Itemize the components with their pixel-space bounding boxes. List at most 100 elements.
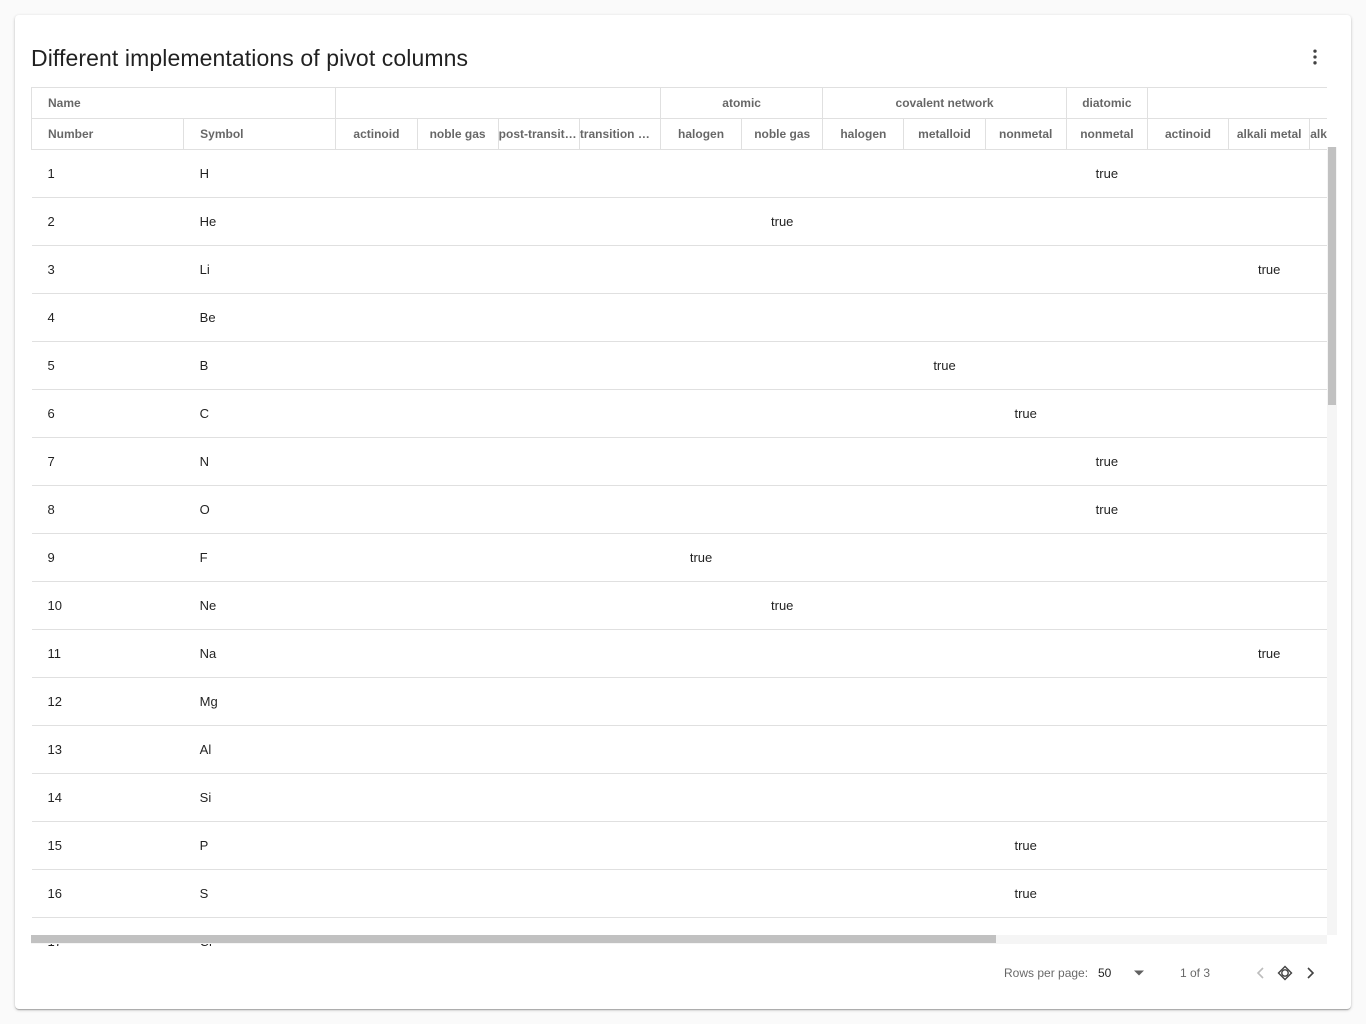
cell-c9[interactable]: true bbox=[985, 869, 1067, 918]
column-header-symbol[interactable]: Symbol bbox=[183, 118, 337, 150]
cell-c13[interactable] bbox=[1309, 581, 1327, 630]
cell-c8[interactable] bbox=[903, 869, 986, 918]
cell-c9[interactable] bbox=[985, 533, 1067, 582]
cell-c2[interactable] bbox=[417, 677, 499, 726]
cell-c11[interactable] bbox=[1147, 629, 1229, 678]
cell-c9[interactable] bbox=[985, 581, 1067, 630]
cell-c3[interactable] bbox=[498, 197, 580, 246]
cell-c8[interactable] bbox=[903, 437, 986, 486]
cell-c10[interactable] bbox=[1066, 869, 1148, 918]
cell-c9[interactable]: true bbox=[985, 389, 1067, 438]
cell-c13[interactable] bbox=[1309, 629, 1327, 678]
cell-c4[interactable] bbox=[579, 197, 661, 246]
cell-c2[interactable] bbox=[417, 869, 499, 918]
cell-symbol[interactable]: Ne bbox=[183, 581, 336, 630]
cell-c5[interactable] bbox=[660, 389, 742, 438]
cell-c5[interactable] bbox=[660, 245, 742, 294]
cell-c7[interactable] bbox=[822, 533, 904, 582]
cell-c5[interactable] bbox=[660, 821, 742, 870]
cell-c10[interactable] bbox=[1066, 197, 1148, 246]
cell-c13[interactable] bbox=[1309, 725, 1327, 774]
table-row[interactable]: 14 Si bbox=[31, 773, 1327, 822]
cell-c12[interactable] bbox=[1228, 341, 1310, 390]
cell-c5[interactable] bbox=[660, 773, 742, 822]
cell-c7[interactable] bbox=[822, 197, 904, 246]
cell-c8[interactable] bbox=[903, 245, 986, 294]
cell-c6[interactable] bbox=[741, 293, 823, 342]
cell-c2[interactable] bbox=[417, 245, 499, 294]
cell-c7[interactable] bbox=[822, 245, 904, 294]
cell-c7[interactable] bbox=[822, 389, 904, 438]
cell-symbol[interactable]: Li bbox=[183, 245, 336, 294]
cell-c3[interactable] bbox=[498, 293, 580, 342]
cell-c9[interactable] bbox=[985, 245, 1067, 294]
cell-c5[interactable] bbox=[660, 149, 742, 198]
cell-c5[interactable] bbox=[660, 197, 742, 246]
cell-c13[interactable] bbox=[1309, 149, 1327, 198]
cell-c11[interactable] bbox=[1147, 821, 1229, 870]
cell-symbol[interactable]: O bbox=[183, 485, 336, 534]
cell-c7[interactable] bbox=[822, 485, 904, 534]
cell-c7[interactable] bbox=[822, 725, 904, 774]
cell-c13[interactable] bbox=[1309, 773, 1327, 822]
table-row[interactable]: 3 Li true bbox=[31, 245, 1327, 294]
cell-symbol[interactable]: C bbox=[183, 389, 336, 438]
cell-c1[interactable] bbox=[335, 533, 417, 582]
cell-c13[interactable] bbox=[1309, 245, 1327, 294]
cell-c2[interactable] bbox=[417, 485, 499, 534]
cell-c13[interactable]: true bbox=[1309, 677, 1327, 726]
column-header-actinoid[interactable]: actinoid bbox=[335, 118, 418, 150]
cell-c6[interactable] bbox=[741, 341, 823, 390]
cell-c8[interactable] bbox=[903, 581, 986, 630]
cell-c12[interactable] bbox=[1228, 389, 1310, 438]
cell-c2[interactable] bbox=[417, 533, 499, 582]
cell-c6[interactable]: true bbox=[741, 581, 823, 630]
cell-c2[interactable] bbox=[417, 197, 499, 246]
cell-c12[interactable] bbox=[1228, 149, 1310, 198]
cell-c2[interactable] bbox=[417, 725, 499, 774]
cell-c1[interactable] bbox=[335, 149, 417, 198]
cell-c4[interactable] bbox=[579, 437, 661, 486]
cell-c4[interactable] bbox=[579, 677, 661, 726]
column-header-covalent-nonmetal[interactable]: nonmetal bbox=[985, 118, 1067, 150]
table-row[interactable]: 13 Al bbox=[31, 725, 1327, 774]
cell-c10[interactable]: true bbox=[1066, 437, 1148, 486]
cell-c5[interactable] bbox=[660, 869, 742, 918]
cell-number[interactable]: 6 bbox=[31, 389, 184, 438]
cell-c2[interactable] bbox=[417, 773, 499, 822]
column-header-covalent-halogen[interactable]: halogen bbox=[822, 118, 905, 150]
cell-c2[interactable] bbox=[417, 389, 499, 438]
cell-symbol[interactable]: B bbox=[183, 341, 336, 390]
cell-c5[interactable] bbox=[660, 485, 742, 534]
cell-c10[interactable]: true bbox=[1066, 149, 1148, 198]
cell-c4[interactable] bbox=[579, 341, 661, 390]
cell-c4[interactable] bbox=[579, 869, 661, 918]
cell-c5[interactable] bbox=[660, 341, 742, 390]
cell-number[interactable]: 8 bbox=[31, 485, 184, 534]
cell-c8[interactable] bbox=[903, 533, 986, 582]
cell-c3[interactable] bbox=[498, 725, 580, 774]
column-header-diatomic-nonmetal[interactable]: nonmetal bbox=[1066, 118, 1148, 150]
grid-viewport[interactable]: Name atomic covalent network diatomic Nu… bbox=[31, 87, 1327, 947]
cell-c1[interactable] bbox=[335, 677, 417, 726]
cell-c7[interactable] bbox=[822, 821, 904, 870]
cell-c13[interactable] bbox=[1309, 341, 1327, 390]
cell-c5[interactable]: true bbox=[660, 533, 742, 582]
cell-c7[interactable] bbox=[822, 773, 904, 822]
cell-c2[interactable] bbox=[417, 581, 499, 630]
cell-c11[interactable] bbox=[1147, 581, 1229, 630]
cell-c13[interactable] bbox=[1309, 389, 1327, 438]
cell-c2[interactable] bbox=[417, 293, 499, 342]
cell-c1[interactable] bbox=[335, 293, 417, 342]
cell-c10[interactable] bbox=[1066, 725, 1148, 774]
cell-c13[interactable] bbox=[1309, 197, 1327, 246]
cell-c1[interactable] bbox=[335, 629, 417, 678]
horizontal-scrollbar-thumb[interactable] bbox=[31, 935, 996, 943]
cell-number[interactable]: 7 bbox=[31, 437, 184, 486]
cell-c5[interactable] bbox=[660, 437, 742, 486]
vertical-scrollbar-thumb[interactable] bbox=[1328, 147, 1336, 405]
cell-number[interactable]: 13 bbox=[31, 725, 184, 774]
